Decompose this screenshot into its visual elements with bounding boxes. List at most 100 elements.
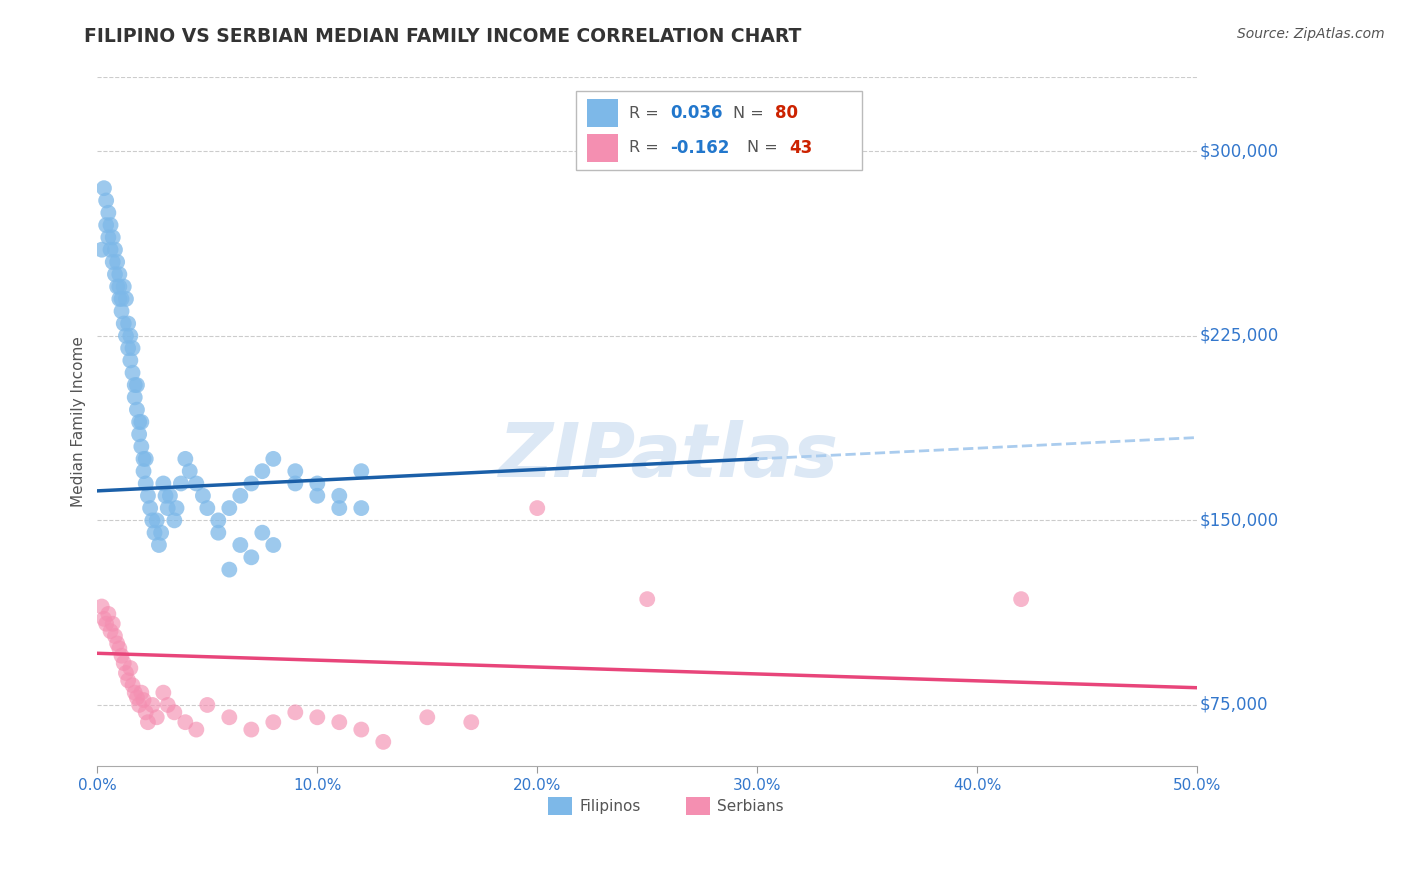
Point xyxy=(101,230,124,244)
Point xyxy=(120,661,142,675)
Point xyxy=(240,476,263,491)
Point xyxy=(136,489,159,503)
Text: 43: 43 xyxy=(789,139,813,157)
Point xyxy=(135,476,157,491)
Point xyxy=(121,341,143,355)
Point xyxy=(125,378,148,392)
Point xyxy=(90,599,112,614)
Point xyxy=(105,255,128,269)
Text: Source: ZipAtlas.com: Source: ZipAtlas.com xyxy=(1237,27,1385,41)
Point xyxy=(145,710,167,724)
Point xyxy=(121,678,143,692)
Point xyxy=(100,218,122,232)
Point xyxy=(90,243,112,257)
Point xyxy=(112,317,135,331)
Point xyxy=(117,341,139,355)
Point xyxy=(125,402,148,417)
Text: Filipinos: Filipinos xyxy=(579,799,640,814)
Point xyxy=(284,706,307,720)
Point xyxy=(108,279,131,293)
Point xyxy=(108,292,131,306)
Point xyxy=(350,723,373,737)
Point xyxy=(328,501,350,516)
Point xyxy=(350,464,373,478)
Point xyxy=(1010,592,1032,607)
Text: R =: R = xyxy=(628,140,664,155)
Point xyxy=(218,501,240,516)
Point xyxy=(350,501,373,516)
Point xyxy=(97,206,120,220)
Text: ZIPatlas: ZIPatlas xyxy=(499,420,839,493)
Point xyxy=(128,415,150,429)
Text: R =: R = xyxy=(628,106,664,120)
Point xyxy=(105,279,128,293)
Point xyxy=(101,255,124,269)
Point xyxy=(104,243,127,257)
Text: -0.162: -0.162 xyxy=(671,139,730,157)
Point xyxy=(124,686,146,700)
Point xyxy=(155,489,177,503)
Point xyxy=(97,607,120,621)
Point xyxy=(121,366,143,380)
Point xyxy=(141,513,163,527)
Point xyxy=(120,328,142,343)
Point xyxy=(159,489,181,503)
Point xyxy=(174,451,197,466)
Point xyxy=(240,550,263,565)
Point xyxy=(115,665,138,680)
Point xyxy=(135,706,157,720)
Point xyxy=(100,624,122,639)
Point xyxy=(94,194,117,208)
Point xyxy=(136,715,159,730)
Point xyxy=(229,489,252,503)
Point xyxy=(191,489,214,503)
Point xyxy=(195,698,218,712)
Point xyxy=(240,723,263,737)
Point xyxy=(150,525,173,540)
Point xyxy=(328,489,350,503)
Text: $75,000: $75,000 xyxy=(1199,696,1268,714)
Point xyxy=(152,686,174,700)
Point xyxy=(526,501,548,516)
Point xyxy=(218,710,240,724)
Point xyxy=(328,715,350,730)
Point xyxy=(125,690,148,705)
Bar xyxy=(548,797,572,814)
Point xyxy=(131,686,153,700)
Point xyxy=(110,304,132,318)
Point xyxy=(148,538,170,552)
Point xyxy=(97,230,120,244)
Point xyxy=(128,698,150,712)
Point xyxy=(284,476,307,491)
Text: $225,000: $225,000 xyxy=(1199,326,1278,345)
Point xyxy=(156,501,179,516)
Point xyxy=(132,693,155,707)
Point xyxy=(262,538,284,552)
Point xyxy=(117,317,139,331)
Text: N =: N = xyxy=(748,140,783,155)
Point xyxy=(115,328,138,343)
Point xyxy=(143,525,166,540)
Point xyxy=(93,181,115,195)
Text: Serbians: Serbians xyxy=(717,799,783,814)
Point xyxy=(416,710,439,724)
Point xyxy=(104,268,127,282)
Text: 0.036: 0.036 xyxy=(671,104,723,122)
Point xyxy=(166,501,188,516)
Point xyxy=(93,612,115,626)
Point xyxy=(94,218,117,232)
Point xyxy=(284,464,307,478)
Point xyxy=(262,451,284,466)
Point xyxy=(112,279,135,293)
Point xyxy=(252,464,274,478)
Point xyxy=(101,616,124,631)
Point xyxy=(163,513,186,527)
Point xyxy=(170,476,193,491)
Point xyxy=(152,476,174,491)
Point xyxy=(218,563,240,577)
Point xyxy=(229,538,252,552)
Point xyxy=(105,636,128,650)
Point xyxy=(128,427,150,442)
Bar xyxy=(686,797,710,814)
Point xyxy=(307,710,329,724)
